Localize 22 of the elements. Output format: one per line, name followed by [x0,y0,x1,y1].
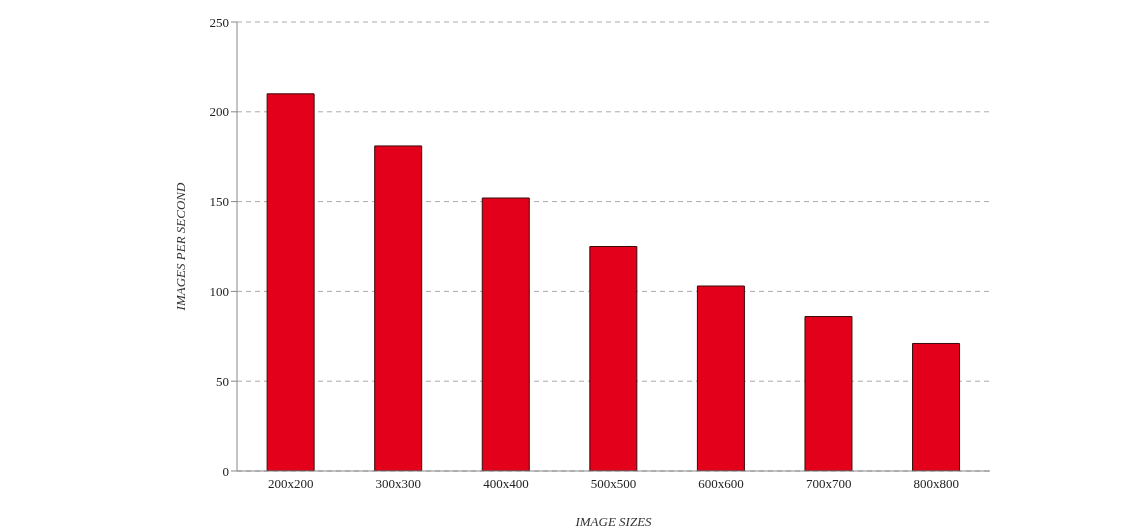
x-tick-label: 700x700 [805,476,852,492]
y-tick-label: 0 [222,463,229,479]
bar [696,285,745,471]
y-axis-title: IMAGES PER SECOND [172,181,188,312]
x-axis-title: IMAGE SIZES [574,514,653,528]
x-tick-label: 200x200 [268,476,314,492]
bar [266,93,315,471]
bar [912,342,961,471]
y-tick-label: 250 [209,14,229,30]
bar [374,145,423,471]
bar [804,316,853,471]
y-tick-label: 50 [216,373,229,389]
x-tick-label: 800x800 [913,476,959,492]
bar [589,246,638,471]
x-tick-label: 300x300 [375,476,422,492]
bar [481,197,530,471]
x-tick-label: 500x500 [590,476,637,492]
y-tick-label: 100 [209,284,229,300]
y-tick-label: 150 [209,194,229,210]
x-tick-label: 600x600 [698,476,744,492]
x-tick-label: 400x400 [483,476,529,492]
y-tick-label: 200 [209,104,229,120]
